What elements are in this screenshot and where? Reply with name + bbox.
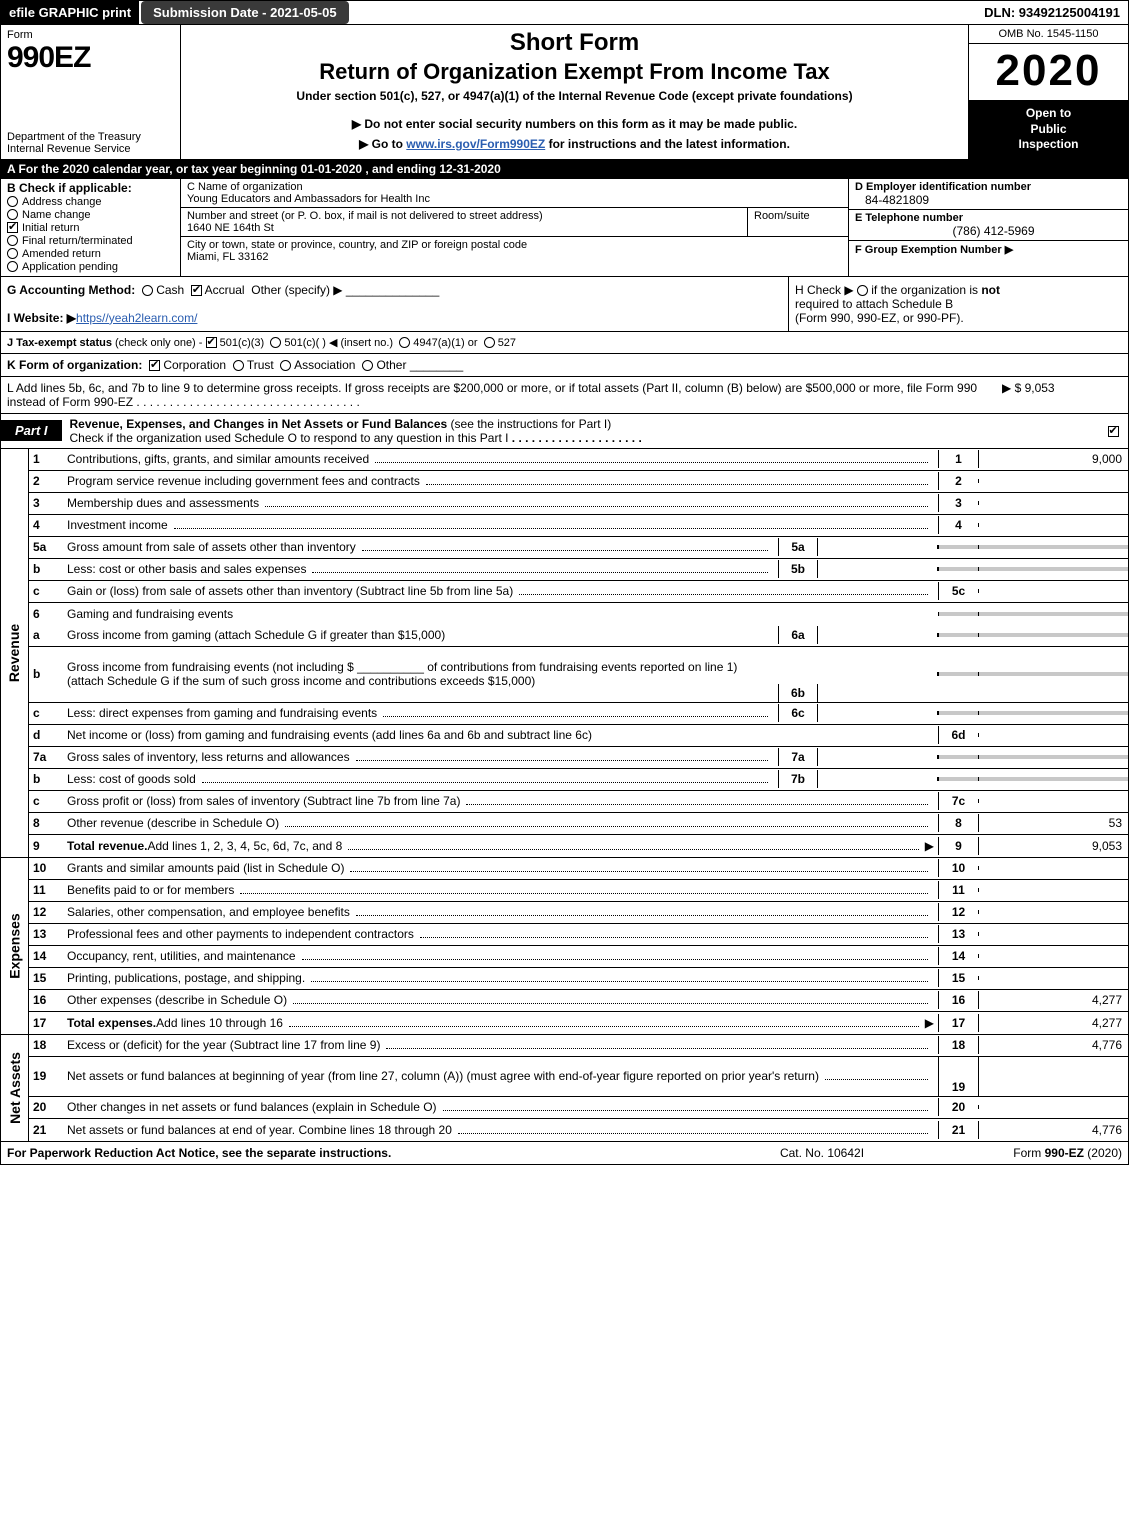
h-check: H Check ▶ if the organization is not req… — [788, 277, 1128, 331]
revenue-label: Revenue — [1, 449, 29, 857]
b-heading: B Check if applicable: — [7, 181, 174, 195]
top-bar: efile GRAPHIC print Submission Date - 20… — [1, 1, 1128, 25]
part-i-check: Check if the organization used Schedule … — [70, 431, 509, 445]
org-name: Young Educators and Ambassadors for Heal… — [187, 193, 842, 205]
note-goto: ▶ Go to www.irs.gov/Form990EZ for instru… — [189, 137, 960, 151]
chk-other-org[interactable] — [362, 360, 373, 371]
chk-address[interactable] — [7, 196, 18, 207]
line1-amt: 9,000 — [978, 450, 1128, 468]
c-name-label: C Name of organization — [187, 181, 842, 193]
tax-year: 2020 — [969, 44, 1128, 100]
title-shortform: Short Form — [189, 29, 960, 57]
chk-initial[interactable] — [7, 222, 18, 233]
f-group-label: F Group Exemption Number ▶ — [855, 244, 1013, 256]
revenue-section: Revenue 1Contributions, gifts, grants, a… — [1, 448, 1128, 857]
chk-4947[interactable] — [399, 337, 410, 348]
part-i-bar: Part I Revenue, Expenses, and Changes in… — [1, 413, 1128, 448]
form-header: Form 990EZ Department of the Treasury In… — [1, 25, 1128, 160]
dln: DLN: 93492125004191 — [976, 1, 1128, 24]
form-code: 990EZ — [7, 41, 174, 75]
note-ssn: ▶ Do not enter social security numbers o… — [189, 117, 960, 131]
chk-501c[interactable] — [270, 337, 281, 348]
line8-amt: 53 — [978, 814, 1128, 832]
expenses-section: Expenses 10Grants and similar amounts pa… — [1, 857, 1128, 1034]
l-amount: ▶ $ 9,053 — [1002, 381, 1122, 409]
part-i-title: Revenue, Expenses, and Changes in Net As… — [70, 417, 448, 431]
submission-date: Submission Date - 2021-05-05 — [141, 1, 349, 24]
c-city-label: City or town, state or province, country… — [187, 239, 842, 251]
chk-h[interactable] — [857, 285, 868, 296]
dept-irs: Internal Revenue Service — [7, 143, 174, 155]
line17-amt: 4,277 — [978, 1014, 1128, 1032]
chk-501c3[interactable] — [206, 337, 217, 348]
website-link[interactable]: https//yeah2learn.com/ — [76, 311, 197, 325]
row-gh: G Accounting Method: Cash Accrual Other … — [1, 276, 1128, 331]
line21-amt: 4,776 — [978, 1121, 1128, 1139]
chk-527[interactable] — [484, 337, 495, 348]
row-k: K Form of organization: Corporation Trus… — [1, 353, 1128, 376]
title-return: Return of Organization Exempt From Incom… — [189, 59, 960, 85]
part-i-tag: Part I — [1, 420, 62, 441]
footer-catno: Cat. No. 10642I — [722, 1146, 922, 1160]
open-to-public: Open to Public Inspection — [969, 100, 1128, 159]
omb-number: OMB No. 1545-1150 — [969, 25, 1128, 44]
chk-name[interactable] — [7, 209, 18, 220]
form-label: Form — [7, 29, 174, 41]
c-room-label: Room/suite — [754, 210, 842, 222]
chk-final[interactable] — [7, 235, 18, 246]
d-ein-label: D Employer identification number — [855, 181, 1031, 193]
footer: For Paperwork Reduction Act Notice, see … — [1, 1141, 1128, 1164]
row-a-taxyear: A For the 2020 calendar year, or tax yea… — [1, 160, 1128, 178]
irs-link[interactable]: www.irs.gov/Form990EZ — [406, 137, 545, 151]
row-l: L Add lines 5b, 6c, and 7b to line 9 to … — [1, 376, 1128, 413]
expenses-label: Expenses — [1, 858, 29, 1034]
org-street: 1640 NE 164th St — [187, 222, 741, 234]
footer-paperwork: For Paperwork Reduction Act Notice, see … — [7, 1146, 722, 1160]
row-j: J Tax-exempt status (check only one) - 5… — [1, 331, 1128, 353]
netassets-label: Net Assets — [1, 1035, 29, 1141]
ein-value: 84-4821809 — [855, 193, 1122, 207]
chk-amended[interactable] — [7, 248, 18, 259]
chk-accrual[interactable] — [191, 285, 202, 296]
i-website: I Website: ▶https//yeah2learn.com/ — [7, 311, 782, 325]
e-tel-label: E Telephone number — [855, 212, 963, 224]
line18-amt: 4,776 — [978, 1036, 1128, 1054]
org-city: Miami, FL 33162 — [187, 251, 842, 263]
subtitle: Under section 501(c), 527, or 4947(a)(1)… — [189, 89, 960, 103]
chk-application[interactable] — [7, 261, 18, 272]
line16-amt: 4,277 — [978, 991, 1128, 1009]
g-accounting: G Accounting Method: Cash Accrual Other … — [7, 283, 782, 297]
chk-corp[interactable] — [149, 360, 160, 371]
part-i-note: (see the instructions for Part I) — [451, 417, 612, 431]
footer-formref: Form 990-EZ (2020) — [922, 1146, 1122, 1160]
form-990ez: efile GRAPHIC print Submission Date - 20… — [0, 0, 1129, 1165]
efile-label: efile GRAPHIC print — [1, 1, 139, 24]
tel-value: (786) 412-5969 — [855, 224, 1122, 238]
dept-treasury: Department of the Treasury — [7, 131, 174, 143]
netassets-section: Net Assets 18Excess or (deficit) for the… — [1, 1034, 1128, 1141]
chk-assoc[interactable] — [280, 360, 291, 371]
chk-trust[interactable] — [233, 360, 244, 371]
line9-amt: 9,053 — [978, 837, 1128, 855]
chk-schedule-o[interactable] — [1108, 426, 1119, 437]
block-bcdef: B Check if applicable: Address change Na… — [1, 178, 1128, 276]
chk-cash[interactable] — [142, 285, 153, 296]
c-street-label: Number and street (or P. O. box, if mail… — [187, 210, 741, 222]
